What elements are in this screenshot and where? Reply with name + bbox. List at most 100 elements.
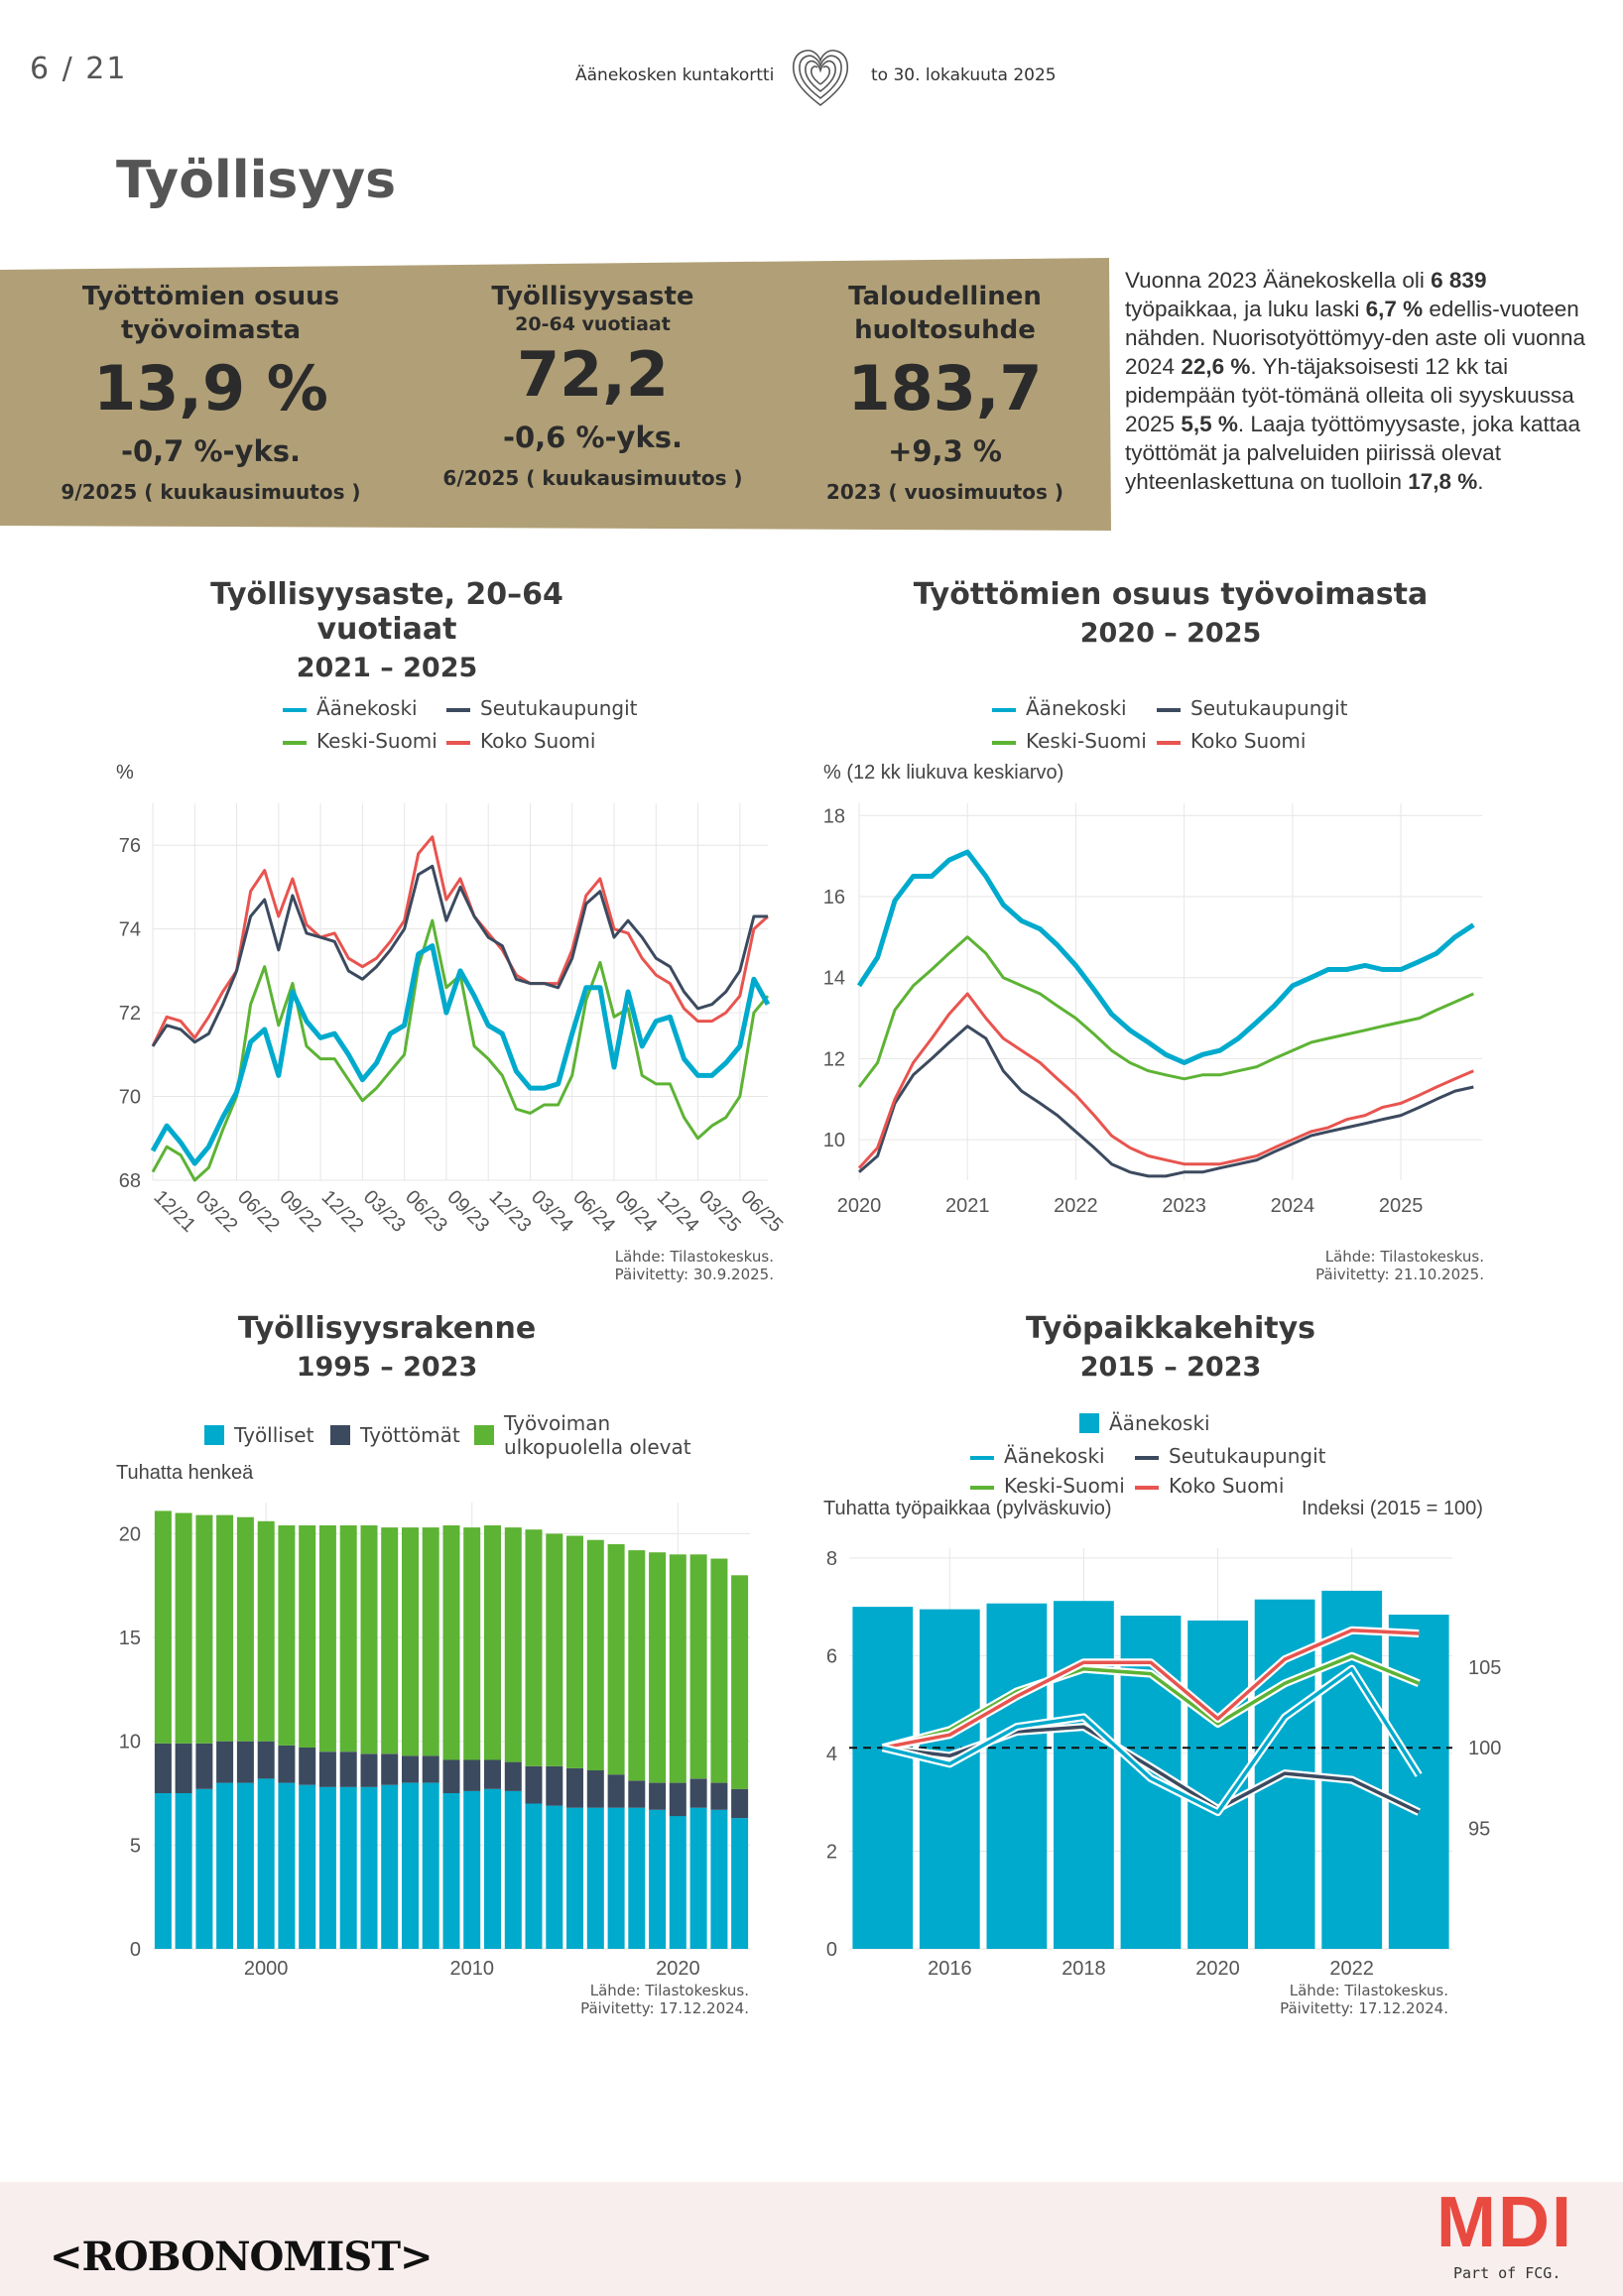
chart1-y-unit: % bbox=[116, 762, 134, 784]
x-tick-label: 2020 bbox=[1195, 1958, 1240, 1979]
chart2-source: Lähde: Tilastokeskus. Päivitetty: 21.10.2… bbox=[1286, 1248, 1484, 1283]
updated-text: Päivitetty: 17.12.2024. bbox=[580, 1999, 749, 2017]
x-tick-label: 03/23 bbox=[359, 1186, 410, 1237]
kpi-period: 2023 ( vuosimuutos ) bbox=[825, 480, 1064, 504]
bar-segment-keski_suomi bbox=[710, 1558, 728, 1783]
chart-subtitle: 2020 – 2025 bbox=[1079, 618, 1262, 649]
bar-jobs bbox=[1054, 1601, 1114, 1949]
x-tick-label: 2022 bbox=[1329, 1958, 1374, 1979]
bar-segment-aanekoski bbox=[710, 1809, 728, 1949]
legend-label: Työlliset bbox=[234, 1423, 314, 1447]
y-tick-label: 10 bbox=[119, 1732, 141, 1753]
legend-item: Äänekoski bbox=[992, 696, 1127, 720]
legend-label: Seutukaupungit bbox=[1190, 696, 1348, 720]
y-tick-label: 70 bbox=[119, 1087, 141, 1109]
y-tick-label: 14 bbox=[823, 968, 845, 990]
legend-label: Keski-Suomi bbox=[316, 729, 437, 753]
bar-segment-keski_suomi bbox=[731, 1575, 749, 1789]
bar-segment-keski_suomi bbox=[607, 1543, 625, 1775]
bar-segment-seutukaupungit bbox=[607, 1774, 625, 1808]
bar-jobs bbox=[986, 1603, 1048, 1949]
kpi-band-background bbox=[0, 258, 1111, 531]
bar-segment-seutukaupungit bbox=[689, 1778, 707, 1808]
bar-segment-seutukaupungit bbox=[628, 1780, 646, 1808]
legend-swatch bbox=[1157, 707, 1181, 712]
legend-label: Työvoiman ulkopuolella olevat bbox=[504, 1411, 691, 1459]
chart-title: Työpaikkakehitys bbox=[1025, 1311, 1316, 1346]
y-tick-label: 10 bbox=[823, 1130, 845, 1151]
chart2-legend: Äänekoski Seutukaupungit Keski-Suomi Kok… bbox=[992, 696, 1389, 756]
intro-text: työpaikkaa, ja luku laski bbox=[1125, 297, 1366, 321]
x-tick-label: 2024 bbox=[1271, 1195, 1315, 1217]
kpi-label: Taloudellinen huoltosuhde bbox=[848, 282, 1042, 345]
bar-segment-aanekoski bbox=[607, 1807, 625, 1949]
kpi-change: -0,7 %-yks. bbox=[120, 434, 302, 468]
kpi-sublabel: 20-64 vuotiaat bbox=[515, 313, 671, 335]
footer bbox=[0, 2182, 1623, 2296]
chart-employment-structure: 0 5 10 15 20 2000 2010 2020 bbox=[119, 1503, 750, 1979]
legend-label: Äänekoski bbox=[1109, 1411, 1210, 1435]
bar-segment-keski_suomi bbox=[299, 1525, 316, 1748]
legend-swatch bbox=[446, 740, 470, 745]
y-tick-label: 0 bbox=[130, 1939, 141, 1961]
bar-segment-aanekoski bbox=[216, 1782, 234, 1949]
bar-segment-keski_suomi bbox=[318, 1525, 336, 1752]
bar-segment-aanekoski bbox=[463, 1790, 481, 1949]
series-line-keski_suomi bbox=[857, 935, 1474, 1088]
x-tick-label: 2010 bbox=[450, 1958, 495, 1979]
bar-segment-aanekoski bbox=[628, 1807, 646, 1949]
bar-segment-keski_suomi bbox=[689, 1554, 707, 1779]
bar-segment-seutukaupungit bbox=[504, 1761, 522, 1791]
bar-segment-aanekoski bbox=[669, 1816, 687, 1949]
x-tick-label: 06/24 bbox=[568, 1186, 619, 1237]
intro-highlight: 6 839 bbox=[1431, 268, 1487, 293]
bar-segment-aanekoski bbox=[175, 1793, 192, 1949]
bar-segment-seutukaupungit bbox=[318, 1752, 336, 1787]
bar-segment-seutukaupungit bbox=[484, 1759, 501, 1789]
bar-segment-keski_suomi bbox=[402, 1527, 419, 1756]
legend-swatch bbox=[970, 1485, 994, 1490]
bar-segment-aanekoski bbox=[504, 1790, 522, 1949]
series-line-koko_suomi bbox=[882, 1628, 1420, 1750]
legend-item: Keski-Suomi bbox=[970, 1474, 1125, 1498]
intro-text: . Yh-täjaksoisesti 12 kk tai pidempään t… bbox=[1125, 354, 1574, 436]
bar-segment-aanekoski bbox=[546, 1805, 563, 1949]
bar-segment-keski_suomi bbox=[360, 1525, 378, 1754]
kpi-change: -0,6 %-yks. bbox=[502, 421, 684, 454]
source-text: Lähde: Tilastokeskus. bbox=[614, 1248, 774, 1266]
page-title: Työllisyys bbox=[116, 151, 397, 210]
legend-item: Äänekoski bbox=[970, 1444, 1105, 1468]
legend-swatch bbox=[992, 707, 1016, 712]
y-tick-label: 2 bbox=[826, 1841, 837, 1863]
bar-segment-aanekoski bbox=[484, 1788, 501, 1949]
series-line-aanekoski bbox=[856, 849, 1475, 1065]
chart1-heading: Työllisyysaste, 20–64 vuotiaat 2021 – 20… bbox=[139, 577, 635, 683]
legend-swatch bbox=[970, 1455, 994, 1460]
bar-segment-seutukaupungit bbox=[381, 1753, 399, 1785]
bar-segment-aanekoski bbox=[278, 1782, 296, 1949]
intro-highlight: 5,5 % bbox=[1181, 412, 1238, 436]
chart-title: Työllisyysaste, 20–64 vuotiaat bbox=[210, 577, 563, 647]
bar-segment-seutukaupungit bbox=[402, 1755, 419, 1783]
legend-item: Koko Suomi bbox=[1157, 729, 1306, 753]
bar-segment-aanekoski bbox=[442, 1793, 460, 1949]
intro-highlight: 17,8 % bbox=[1408, 469, 1478, 494]
bar-segment-aanekoski bbox=[689, 1807, 707, 1949]
x-tick-label: 2025 bbox=[1379, 1195, 1424, 1217]
source-text: Lähde: Tilastokeskus. bbox=[589, 1982, 749, 1999]
x-tick-label: 06/25 bbox=[736, 1186, 787, 1237]
legend-swatch bbox=[1135, 1485, 1159, 1490]
x-tick-label: 12/23 bbox=[485, 1186, 536, 1237]
bar-segment-seutukaupungit bbox=[299, 1748, 316, 1785]
bar-segment-keski_suomi bbox=[649, 1552, 667, 1783]
y-right-tick-label: 95 bbox=[1468, 1818, 1490, 1840]
legend-item: Keski-Suomi bbox=[992, 729, 1147, 753]
series-line-aanekoski bbox=[882, 1666, 1421, 1814]
intro-highlight: 22,6 % bbox=[1181, 354, 1251, 379]
chart3-heading: Työllisyysrakenne 1995 – 2023 bbox=[139, 1311, 635, 1383]
bar-jobs bbox=[919, 1609, 980, 1949]
legend-label: Koko Suomi bbox=[1190, 729, 1307, 753]
y-tick-label: 74 bbox=[119, 919, 141, 941]
source-text: Lähde: Tilastokeskus. bbox=[1289, 1982, 1448, 1999]
x-tick-label: 2000 bbox=[244, 1958, 289, 1979]
